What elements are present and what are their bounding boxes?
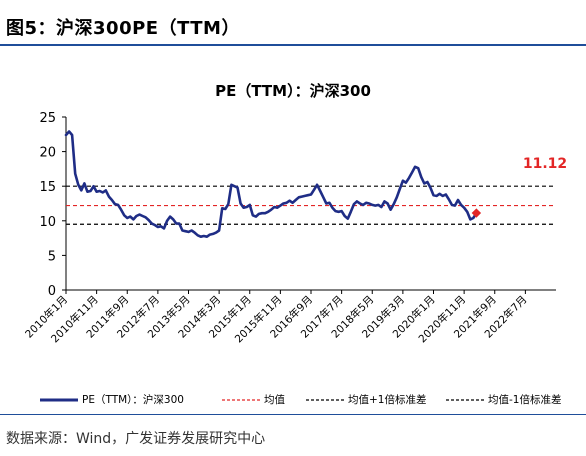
figure-title: 图5：沪深300PE（TTM）	[6, 18, 240, 39]
y-tick-label: 5	[48, 249, 56, 264]
y-tick-label: 15	[39, 180, 56, 195]
legend-item-upper: 均值+1倍标准差	[306, 392, 426, 407]
chart-title: PE（TTM）：沪深300	[215, 82, 371, 100]
header-rule	[0, 44, 586, 46]
y-tick-label: 25	[39, 111, 56, 126]
legend-item-mean: 均值	[222, 392, 285, 407]
source-note: 数据来源：Wind，广发证券发展研究中心	[6, 431, 266, 447]
legend-label-upper: 均值+1倍标准差	[348, 394, 427, 406]
footer-rule	[0, 414, 586, 415]
legend-label-mean: 均值	[264, 394, 285, 406]
y-tick-label: 10	[39, 215, 56, 230]
y-tick-label: 20	[39, 146, 56, 161]
y-tick-label: 0	[48, 284, 56, 299]
legend-label-lower: 均值-1倍标准差	[488, 394, 562, 406]
legend-item-pe: PE（TTM）：沪深300	[40, 392, 184, 407]
current-value-marker	[471, 208, 482, 218]
legend-item-lower: 均值-1倍标准差	[446, 392, 561, 407]
chart-legend: PE（TTM）：沪深300 均值 均值+1倍标准差 均值-1倍标准差	[0, 392, 586, 410]
legend-label-pe: PE（TTM）：沪深300	[82, 394, 184, 406]
pe-series-line	[64, 130, 478, 238]
figure-header: 图5：沪深300PE（TTM）	[0, 0, 586, 48]
current-value-label: 11.12	[523, 156, 567, 172]
